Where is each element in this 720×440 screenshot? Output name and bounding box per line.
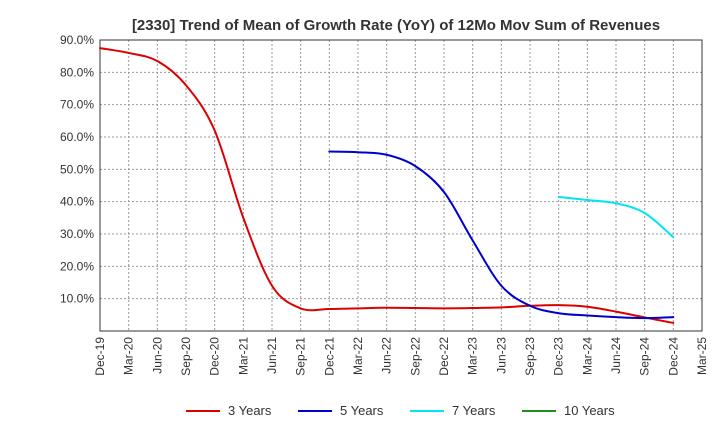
grid-layer: [100, 39, 702, 331]
series-line-5-years: [328, 150, 675, 320]
x-tick-label: Jun-23: [494, 337, 508, 374]
y-tick-label: 80.0%: [60, 65, 94, 79]
x-axis: Dec-19 Mar-20 Jun-20 Sep-20 Dec-20 Mar-21 Jun-…: [93, 337, 709, 376]
y-tick-label: 60.0%: [60, 130, 94, 144]
x-tick-label: Jun-22: [380, 337, 394, 374]
x-tick-label: Dec-22: [437, 337, 451, 376]
y-tick-label: 70.0%: [60, 98, 94, 112]
legend: 3 Years 5 Years 7 Years 10 Years: [186, 403, 615, 418]
x-tick-label: Dec-21: [322, 337, 336, 376]
x-tick-label: Jun-20: [150, 337, 164, 374]
x-tick-label: Dec-20: [208, 337, 222, 376]
x-tick-label: Dec-24: [666, 337, 680, 376]
x-tick-label: Sep-23: [523, 337, 537, 376]
x-tick-label: Mar-20: [122, 337, 136, 375]
x-tick-label: Mar-22: [351, 337, 365, 375]
x-tick-label: Sep-20: [179, 337, 193, 376]
x-tick-label: Sep-21: [294, 337, 308, 376]
x-tick-label: Dec-19: [93, 337, 107, 376]
x-tick-label: Mar-24: [580, 337, 594, 375]
series-line-7-years: [557, 195, 675, 239]
y-tick-label: 50.0%: [60, 162, 94, 176]
x-tick-label: Mar-25: [695, 337, 709, 375]
x-tick-label: Jun-24: [609, 337, 623, 374]
legend-label-3-years: 3 Years: [228, 403, 272, 418]
y-tick-label: 10.0%: [60, 292, 94, 306]
series-line-3-years: [99, 47, 675, 324]
x-tick-label: Sep-22: [408, 337, 422, 376]
plot-frame: [99, 39, 703, 332]
x-tick-label: Dec-23: [552, 337, 566, 376]
legend-label-10-years: 10 Years: [564, 403, 615, 418]
x-tick-label: Mar-21: [236, 337, 250, 375]
legend-label-7-years: 7 Years: [452, 403, 496, 418]
chart-title: [2330] Trend of Mean of Growth Rate (YoY…: [132, 17, 660, 34]
y-tick-label: 40.0%: [60, 195, 94, 209]
y-tick-label: 90.0%: [60, 33, 94, 47]
y-axis: 10.0% 20.0% 30.0% 40.0% 50.0% 60.0% 70.0% 80.0%…: [60, 33, 94, 306]
y-tick-label: 20.0%: [60, 259, 94, 273]
x-tick-label: Jun-21: [265, 337, 279, 374]
series-layer: [99, 47, 675, 324]
legend-label-5-years: 5 Years: [340, 403, 384, 418]
x-tick-label: Sep-24: [638, 337, 652, 376]
y-tick-label: 30.0%: [60, 227, 94, 241]
x-tick-label: Mar-23: [466, 337, 480, 375]
